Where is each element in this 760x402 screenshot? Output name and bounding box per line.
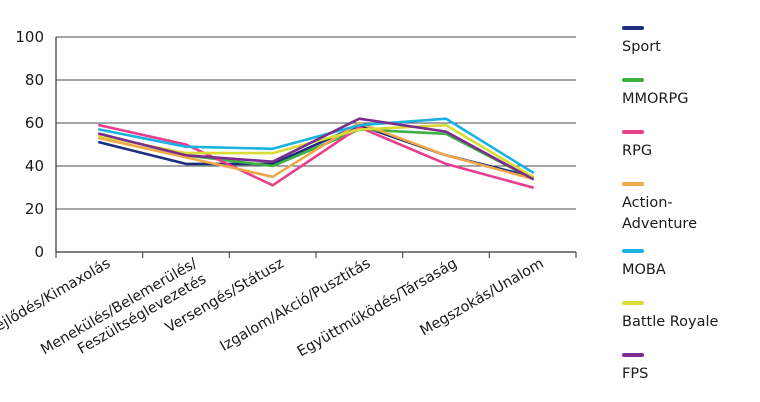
legend-item: MOBA [622, 249, 666, 281]
y-axis: 0 20 40 60 80 100 [15, 28, 57, 261]
legend-item: MMORPG [622, 78, 689, 110]
legend-swatch [622, 353, 644, 357]
x-tick-label: Együttműködés/Társaság [295, 256, 460, 361]
legend-swatch [622, 249, 644, 253]
legend-item: Action- Adventure [622, 182, 697, 235]
legend-label: MOBA [622, 262, 666, 278]
legend-swatch [622, 182, 644, 186]
series-lines [98, 117, 535, 189]
legend-swatch [622, 78, 644, 82]
legend-label: Battle Royale [622, 314, 719, 330]
legend-item: Sport [622, 26, 661, 58]
series-line-3 [98, 121, 535, 181]
y-tick-label: 60 [25, 114, 44, 132]
y-tick-label: 80 [25, 71, 44, 89]
y-tick-label: 20 [25, 200, 44, 218]
legend-swatch [622, 26, 644, 30]
legend-label: Action- Adventure [622, 195, 697, 232]
legend-item: Battle Royale [622, 301, 718, 333]
legend-label: RPG [622, 143, 653, 159]
legend-item: RPG [622, 130, 652, 162]
legend-item: FPS [622, 353, 648, 385]
legend-swatch [622, 301, 644, 305]
y-tick-label: 0 [34, 243, 44, 261]
series-line-6 [98, 117, 535, 181]
legend-label: MMORPG [622, 91, 689, 107]
y-tick-label: 100 [15, 28, 44, 46]
legend-swatch [622, 130, 644, 134]
y-tick-label: 40 [25, 157, 44, 175]
legend-label: FPS [622, 366, 649, 382]
series-line-4 [98, 117, 535, 174]
x-axis: Fejlődés/KimaxolásMenekülés/Belemerülés/… [0, 252, 577, 361]
series-line-2 [98, 123, 535, 189]
x-tick-label: Izgalom/Akció/Pusztítás [218, 256, 374, 355]
legend-label: Sport [622, 39, 661, 55]
